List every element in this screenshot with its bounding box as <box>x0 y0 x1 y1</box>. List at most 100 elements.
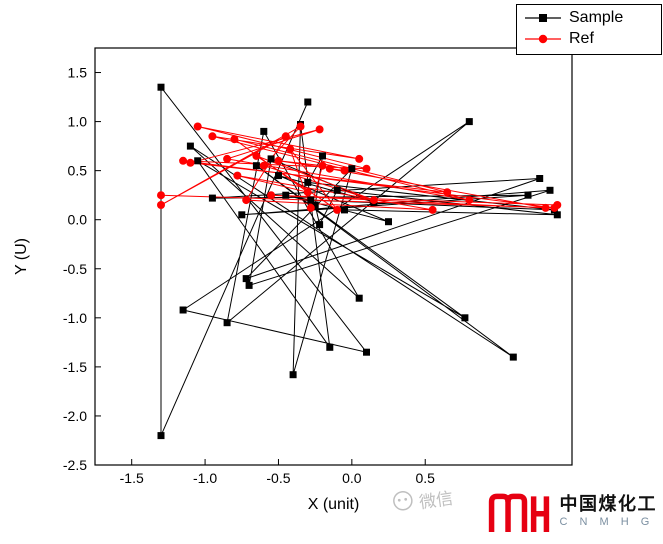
ref-point <box>274 156 283 165</box>
ref-point <box>281 132 290 141</box>
legend: Sample Ref <box>516 4 662 55</box>
sample-point <box>267 155 275 163</box>
ref-point <box>233 171 242 180</box>
ref-point <box>208 132 217 141</box>
sample-point <box>238 211 246 219</box>
company-logo-icon <box>488 493 549 533</box>
ref-point <box>369 196 378 205</box>
ref-point <box>259 161 268 170</box>
legend-item-sample: Sample <box>525 10 651 26</box>
sample-point <box>245 281 253 289</box>
ref-point <box>303 188 312 197</box>
sample-point <box>385 218 392 226</box>
sample-point <box>348 165 356 173</box>
x-tick-label: 0.0 <box>342 470 362 486</box>
y-tick-label: -2.5 <box>63 457 87 473</box>
sample-point <box>275 172 282 180</box>
sample-point <box>289 371 297 379</box>
sample-point <box>179 306 187 314</box>
sample-point <box>341 206 348 214</box>
company-name-en: C N M H G <box>559 516 654 529</box>
ref-point <box>362 164 371 173</box>
ref-point <box>318 161 327 170</box>
y-tick-label: 1.5 <box>68 65 88 81</box>
wechat-watermark: 微信 <box>390 483 454 518</box>
ref-point <box>315 125 324 134</box>
y-tick-label: 0.5 <box>68 163 88 179</box>
x-axis-label: X (unit) <box>308 496 360 513</box>
ref-point <box>541 203 550 212</box>
sample-point <box>316 221 324 229</box>
sample-point <box>536 175 544 182</box>
y-tick-label: -0.5 <box>63 261 87 277</box>
company-names: 中国煤化工 C N M H G <box>560 494 658 529</box>
sample-point <box>363 348 370 356</box>
ref-point <box>443 188 452 197</box>
sample-point <box>524 191 532 199</box>
legend-label-ref: Ref <box>569 30 594 47</box>
y-tick-label: -1.0 <box>63 310 87 326</box>
sample-point <box>208 194 216 202</box>
watermark-text: 微信 <box>417 488 455 513</box>
x-tick-label: -0.5 <box>266 470 290 486</box>
sample-point <box>311 201 319 209</box>
ref-point <box>157 201 165 209</box>
plot-frame <box>94 47 573 466</box>
sample-point <box>157 432 165 440</box>
ref-point <box>223 154 232 163</box>
sample-point <box>186 142 194 150</box>
sample-point <box>553 211 561 219</box>
ref-point <box>325 164 334 173</box>
sample-point <box>546 186 554 194</box>
sample-point <box>282 191 290 199</box>
ref-point <box>340 166 349 175</box>
sample-point <box>326 343 334 351</box>
ref-point <box>186 158 195 167</box>
ref-point <box>242 196 251 205</box>
ref-marker-icon <box>525 34 561 44</box>
ref-point <box>267 191 276 200</box>
ref-point <box>553 201 562 209</box>
x-tick-label: -1.0 <box>193 470 217 486</box>
x-tick-label: -1.5 <box>120 470 144 486</box>
y-tick-label: 0.0 <box>68 212 88 228</box>
y-tick-label: -2.0 <box>63 408 87 424</box>
sample-point <box>260 127 268 135</box>
ref-point <box>428 205 437 214</box>
sample-point <box>355 294 363 302</box>
sample-point <box>307 196 315 204</box>
ref-point <box>157 191 165 200</box>
ref-point <box>286 145 295 154</box>
ref-point <box>230 135 239 144</box>
ref-point <box>306 203 315 212</box>
company-name-cn: 中国煤化工 <box>559 493 657 514</box>
ref-point <box>355 154 364 163</box>
sample-point <box>509 353 517 361</box>
sample-point <box>319 152 326 160</box>
ref-point <box>333 205 342 214</box>
y-tick-label: -1.5 <box>63 359 87 375</box>
y-tick-label: 1.0 <box>68 114 88 130</box>
y-axis-label: Y (U) <box>13 238 30 275</box>
sample-point <box>465 118 473 126</box>
sample-point <box>157 83 165 91</box>
ref-point <box>193 122 202 131</box>
ref-point <box>179 156 188 165</box>
sample-point <box>194 157 202 165</box>
sample-point <box>252 162 260 170</box>
sample-point <box>223 319 231 327</box>
sample-marker-icon <box>525 13 561 23</box>
sample-point <box>304 178 312 186</box>
sample-point <box>304 98 312 106</box>
legend-item-ref: Ref <box>525 31 651 47</box>
sample-point <box>242 275 250 283</box>
x-tick-label: 0.5 <box>415 470 435 486</box>
ref-point <box>252 151 261 160</box>
series-line-sample <box>160 85 558 436</box>
ref-point <box>465 196 474 205</box>
company-branding: 中国煤化工 C N M H G <box>478 484 659 536</box>
ref-point <box>296 122 305 131</box>
legend-label-sample: Sample <box>569 9 624 26</box>
